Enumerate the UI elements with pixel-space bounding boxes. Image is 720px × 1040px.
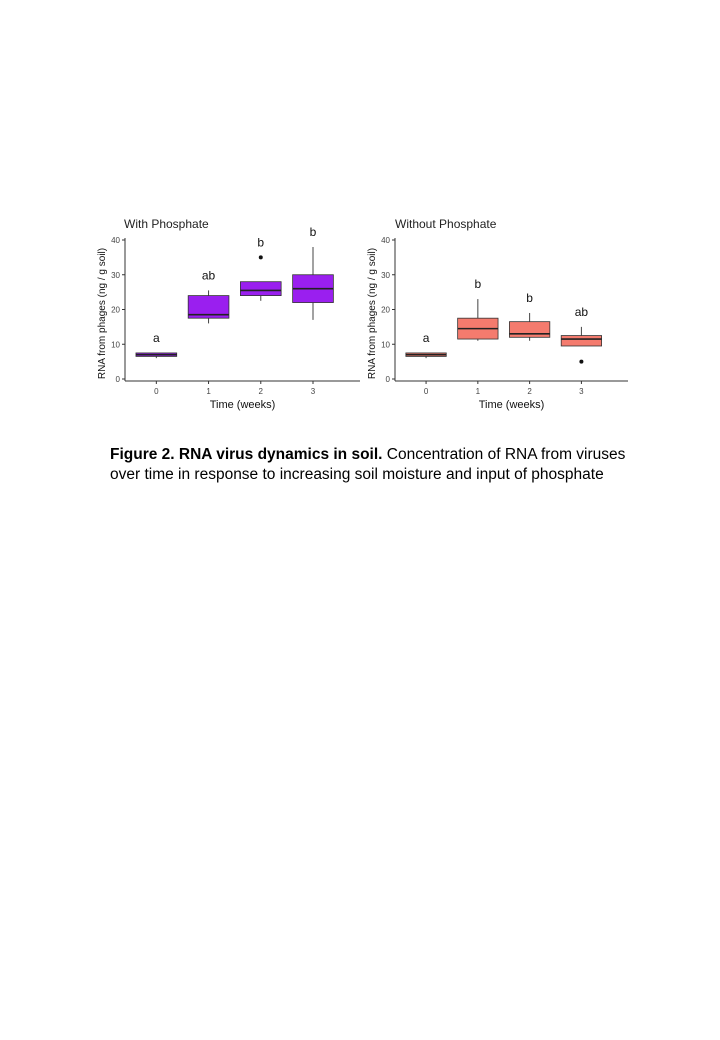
panel1-y-tick-label: 10 (111, 340, 120, 349)
caption-text: Concentration of RNA from viruses over t… (110, 446, 626, 483)
panel2-y-tick-label: 0 (386, 375, 391, 384)
panel2-y-tick-label: 40 (381, 236, 390, 245)
panel1-significance-letter: b (310, 225, 317, 239)
panel2-x-axis-label: Time (weeks) (479, 399, 545, 411)
panel1-significance-letter: ab (202, 268, 216, 282)
panel2-significance-letter: b (526, 291, 533, 305)
panel1-x-tick-label: 2 (259, 387, 264, 396)
panel1-x-axis-label: Time (weeks) (210, 399, 276, 411)
panel1-y-axis-label: RNA from phages (ng / g soil) (97, 248, 108, 379)
panel2-significance-letter: a (423, 331, 430, 345)
panel2-y-tick-label: 10 (381, 340, 390, 349)
panel2-x-tick-label: 3 (579, 387, 584, 396)
panel1-y-tick-label: 20 (111, 306, 120, 315)
panel2-box (560, 335, 602, 347)
panel2-y-tick-label: 20 (381, 306, 390, 315)
panel1-x-tick-label: 0 (154, 387, 159, 396)
panel2-title: Without Phosphate (395, 217, 497, 231)
panel2-x-tick-label: 2 (527, 387, 532, 396)
panel1-x-tick-label: 1 (206, 387, 211, 396)
panel2-outlier-point (579, 359, 584, 364)
panel1-significance-letter: a (153, 331, 160, 345)
panel1-title: With Phosphate (124, 217, 209, 231)
panel2-x-tick-label: 0 (424, 387, 429, 396)
panel1-box (187, 295, 230, 319)
panel1-y-tick-label: 30 (111, 271, 120, 280)
panel1-outlier-point (258, 255, 263, 260)
panel2-significance-letter: b (475, 277, 482, 291)
caption-heading: Figure 2. RNA virus dynamics in soil. (110, 446, 383, 463)
panel1-y-tick-label: 40 (111, 236, 120, 245)
panel1-x-tick-label: 3 (311, 387, 316, 396)
panel1-y-tick-label: 0 (116, 375, 121, 384)
panel2-box (509, 321, 551, 338)
panel2-x-tick-label: 1 (476, 387, 481, 396)
panel2-y-axis-label: RNA from phages (ng / g soil) (367, 248, 378, 379)
panel1-significance-letter: b (257, 235, 264, 249)
panel2-y-tick-label: 30 (381, 271, 390, 280)
panel2-significance-letter: ab (575, 305, 589, 319)
panel1-box (240, 281, 282, 296)
figure-caption: Figure 2. RNA virus dynamics in soil. Co… (110, 445, 630, 485)
